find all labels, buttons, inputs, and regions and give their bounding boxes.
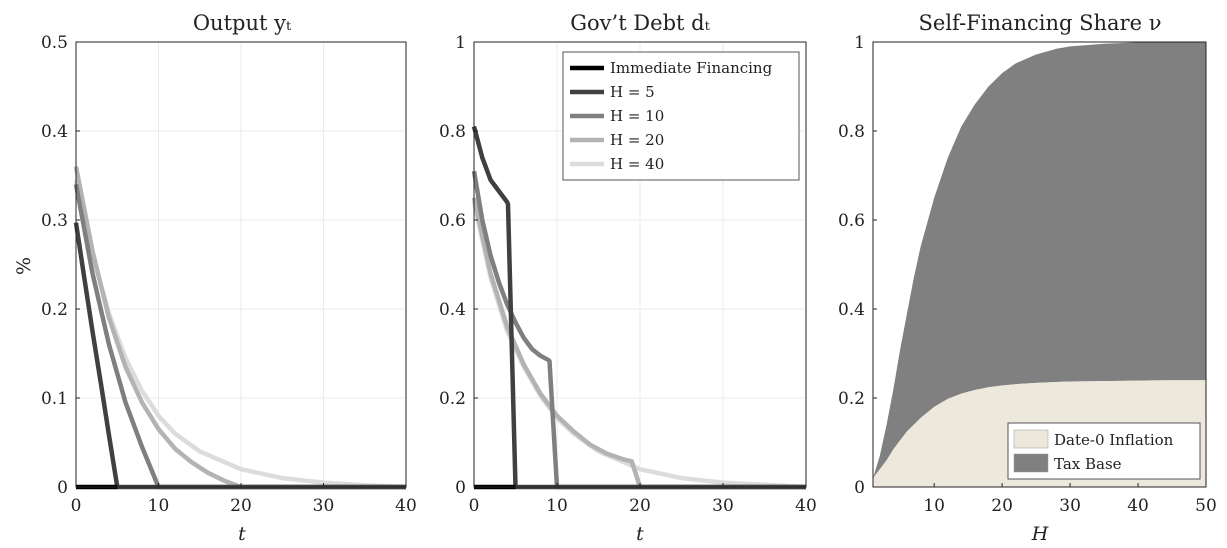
x-tick-label: 10 — [923, 496, 945, 516]
legend-swatch-taxbase — [1013, 453, 1049, 473]
y-tick-label: 0.6 — [838, 211, 865, 231]
areas-self-financing — [873, 42, 1206, 487]
y-tick-label: 0.8 — [439, 122, 466, 142]
y-tick-label: 0 — [455, 478, 466, 498]
x-tick-label: 30 — [313, 496, 335, 516]
x-tick-label: 30 — [1059, 496, 1081, 516]
x-tick-label: 20 — [230, 496, 252, 516]
x-axis-label-debt: t — [636, 523, 644, 545]
y-tick-label: 0.5 — [41, 33, 68, 53]
legend-label-H10: H = 10 — [610, 107, 664, 125]
legend-label-H20: H = 20 — [610, 131, 664, 149]
x-ticks-self-financing: 10 20 30 40 50 — [923, 483, 1217, 516]
legend-label-H5: H = 5 — [610, 83, 655, 101]
y-tick-label: 1 — [854, 33, 865, 53]
series-line-H20 — [471, 197, 806, 490]
legend-label-immediate: Immediate Financing — [610, 59, 773, 77]
chart-title-self-financing: Self-Financing Share ν — [919, 11, 1162, 35]
panel-self-financing: Self-Financing Share ν 10 20 30 40 50 0 0.2 0.… — [838, 11, 1217, 545]
legend-swatch-inflation — [1013, 429, 1049, 449]
x-tick-label: 0 — [469, 496, 480, 516]
x-axis-label-output: t — [238, 523, 246, 545]
x-ticks-output: 0 10 20 30 40 — [71, 483, 417, 516]
x-tick-label: 40 — [795, 496, 817, 516]
chart-title-output: Output yₜ — [193, 11, 292, 35]
legend-label-inflation: Date-0 Inflation — [1054, 431, 1174, 449]
x-tick-label: 10 — [148, 496, 170, 516]
panel-output: Output yₜ 0 10 20 30 40 0 0.1 0.2 0.3 0.4 0.5 t % — [13, 11, 417, 545]
series-line-H20 — [73, 166, 406, 490]
y-tick-label: 0.3 — [41, 211, 68, 231]
series-line-H5 — [471, 125, 806, 490]
x-tick-label: 10 — [546, 496, 568, 516]
y-tick-label: 0.6 — [439, 211, 466, 231]
grid-output — [75, 41, 407, 488]
y-tick-label: 0 — [854, 478, 865, 498]
area-tax-base — [873, 42, 1206, 479]
y-tick-label: 0.4 — [41, 122, 68, 142]
legend-label-H40: H = 40 — [610, 155, 664, 173]
x-tick-label: 40 — [395, 496, 417, 516]
legend-debt: Immediate Financing H = 5 H = 10 H = 20 H = … — [562, 51, 800, 181]
y-tick-label: 0.2 — [41, 300, 68, 320]
y-ticks-debt: 0 0.2 0.4 0.6 0.8 1 — [439, 33, 478, 498]
y-ticks-output: 0 0.1 0.2 0.3 0.4 0.5 — [41, 33, 80, 498]
y-axis-label-output: % — [13, 257, 35, 275]
y-ticks-self-financing: 0 0.2 0.4 0.6 0.8 1 — [838, 33, 877, 498]
x-tick-label: 0 — [71, 496, 82, 516]
x-tick-label: 30 — [712, 496, 734, 516]
y-tick-label: 0.4 — [838, 300, 865, 320]
series-line-H10 — [471, 170, 806, 490]
x-axis-label-self-financing: H — [1031, 523, 1049, 545]
x-tick-label: 20 — [991, 496, 1013, 516]
y-tick-label: 0.2 — [838, 389, 865, 409]
legend-label-taxbase: Tax Base — [1054, 455, 1122, 473]
legend-self-financing: Date-0 Inflation Tax Base — [1007, 422, 1201, 480]
y-tick-label: 0.2 — [439, 389, 466, 409]
chart-title-debt: Gov’t Debt dₜ — [570, 11, 710, 35]
axes-box-self-financing — [872, 41, 1207, 488]
x-tick-label: 20 — [629, 496, 651, 516]
y-tick-label: 0 — [57, 478, 68, 498]
y-tick-label: 0.1 — [41, 389, 68, 409]
y-tick-label: 0.4 — [439, 300, 466, 320]
y-tick-label: 1 — [455, 33, 466, 53]
y-tick-label: 0.8 — [838, 122, 865, 142]
x-ticks-debt: 0 10 20 30 40 — [469, 483, 817, 516]
panel-debt: Gov’t Debt dₜ 0 10 20 30 40 0 0.2 0.4 0.6 0.8 1 t… — [439, 11, 817, 545]
x-tick-label: 40 — [1127, 496, 1149, 516]
x-tick-label: 50 — [1195, 496, 1217, 516]
